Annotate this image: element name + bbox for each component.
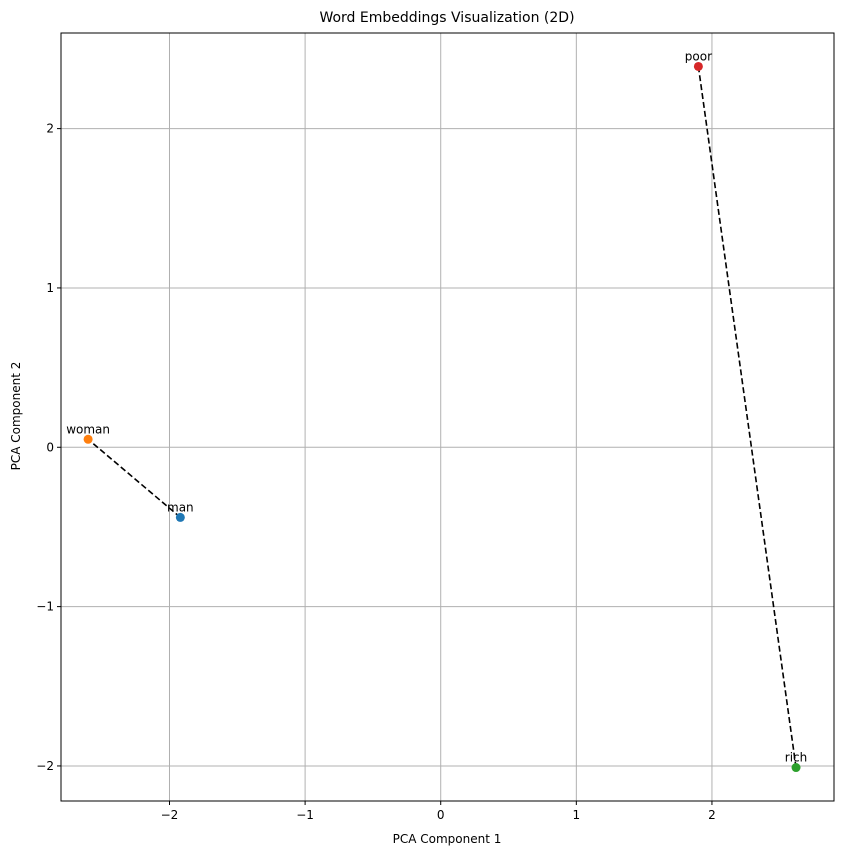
y-tick-label: −1 bbox=[36, 600, 54, 614]
plot-frame bbox=[60, 32, 835, 802]
point-man bbox=[175, 512, 185, 522]
connector-lines bbox=[87, 66, 797, 768]
x-tick-label: −2 bbox=[161, 808, 179, 822]
y-tick-label: 1 bbox=[46, 281, 54, 295]
chart-title: Word Embeddings Visualization (2D) bbox=[319, 10, 574, 26]
point-label-man: man bbox=[167, 500, 194, 514]
point-labels: man woman rich poor bbox=[66, 49, 807, 764]
y-ticks: −2 −1 0 1 2 bbox=[36, 122, 61, 773]
x-tick-label: 2 bbox=[708, 808, 716, 822]
x-tick-label: 1 bbox=[573, 808, 581, 822]
grid bbox=[61, 33, 834, 801]
x-tick-label: −1 bbox=[296, 808, 314, 822]
point-label-rich: rich bbox=[785, 751, 807, 765]
x-axis-label: PCA Component 1 bbox=[393, 832, 502, 846]
y-tick-label: −2 bbox=[36, 759, 54, 773]
point-woman bbox=[83, 434, 93, 444]
point-poor bbox=[693, 61, 703, 71]
y-tick-label: 2 bbox=[46, 122, 54, 136]
point-label-poor: poor bbox=[685, 49, 712, 63]
y-axis-label: PCA Component 2 bbox=[9, 362, 23, 471]
point-rich bbox=[791, 763, 801, 773]
y-tick-label: 0 bbox=[46, 440, 54, 454]
connector-man-woman bbox=[87, 438, 181, 518]
x-ticks: −2 −1 0 1 2 bbox=[161, 801, 716, 822]
point-label-woman: woman bbox=[66, 422, 110, 436]
x-tick-label: 0 bbox=[437, 808, 445, 822]
connector-rich-poor bbox=[697, 66, 797, 768]
data-points bbox=[83, 61, 801, 773]
